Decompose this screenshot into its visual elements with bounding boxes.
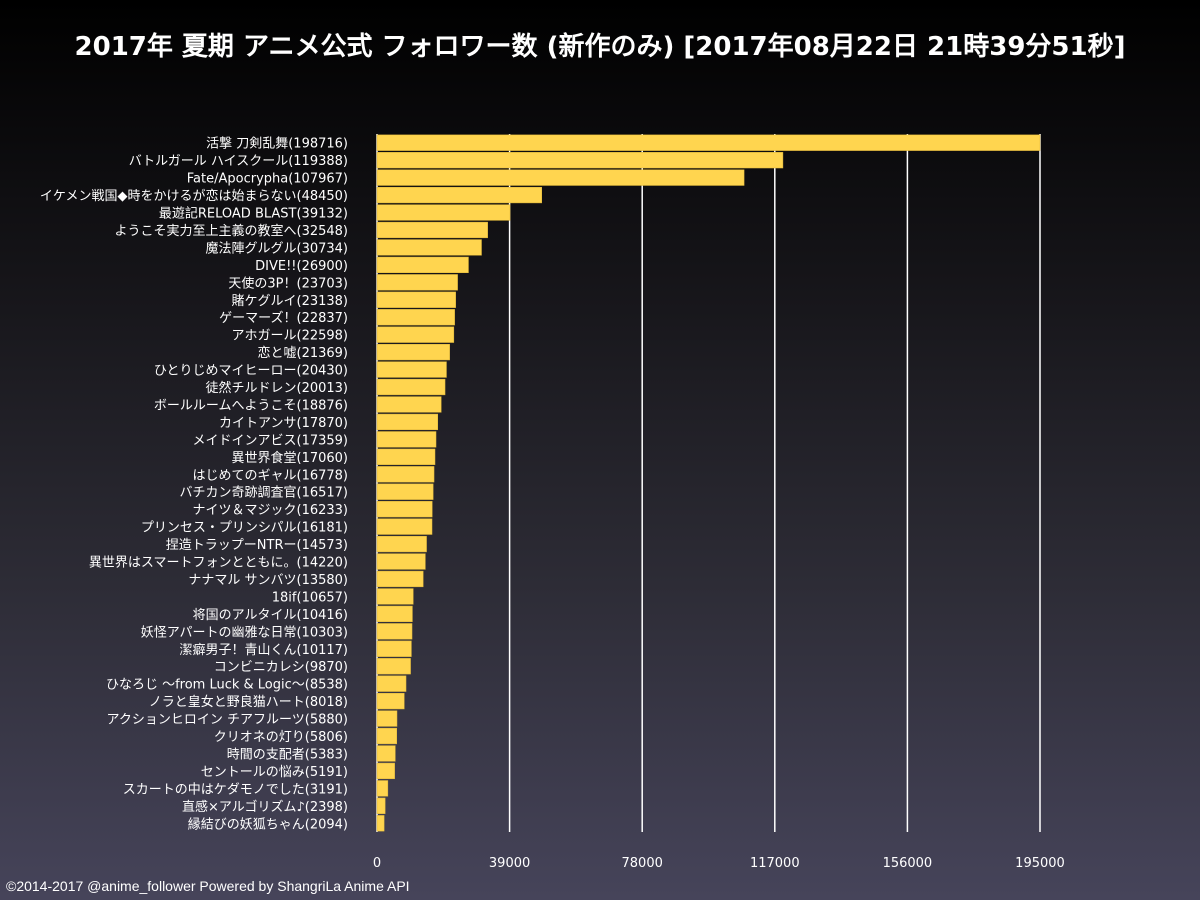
bar <box>376 815 385 832</box>
bar <box>376 727 397 745</box>
bar <box>376 152 784 169</box>
category-label: 妖怪アパートの幽雅な日常(10303) <box>141 625 348 640</box>
bar <box>376 431 437 448</box>
bar <box>376 762 395 780</box>
category-label: メイドインアビス(17359) <box>193 433 349 448</box>
chart-title: 2017年 夏期 アニメ公式 フォロワー数 (新作のみ) [2017年08月22… <box>74 32 1126 62</box>
category-label: 異世界はスマートフォンとともに。(14220) <box>89 556 348 571</box>
bar <box>376 780 389 797</box>
x-tick-label: 39000 <box>489 856 530 871</box>
bar <box>376 396 442 413</box>
bar <box>376 186 542 204</box>
category-label: カイトアンサ(17870) <box>219 416 348 431</box>
category-label: ゲーマーズ！(22837) <box>219 310 348 326</box>
category-label: 徒然チルドレン(20013) <box>206 380 349 396</box>
bar <box>376 623 413 640</box>
bar <box>376 361 447 378</box>
bar <box>376 326 455 343</box>
bar <box>376 221 488 239</box>
x-tick-label: 78000 <box>622 856 663 871</box>
category-label: ナナマル サンバツ(13580) <box>188 573 348 588</box>
category-label: 活撃 刀剣乱舞(198716) <box>206 136 348 152</box>
category-label: 将国のアルタイル(10416) <box>193 608 348 623</box>
category-label: アクションヒロイン チアフルーツ(5880) <box>107 713 348 728</box>
category-label: 恋と嘘(21369) <box>258 345 349 361</box>
category-label: クリオネの灯り(5806) <box>214 730 348 745</box>
bar <box>376 588 414 605</box>
bar <box>376 518 433 535</box>
bar <box>376 640 412 657</box>
category-label: DIVE!!(26900) <box>255 259 348 274</box>
bar <box>376 448 436 465</box>
grid-lines <box>376 134 1041 832</box>
category-label: イケメン戦国◆時をかけるが恋は始まらない(48450) <box>40 188 348 204</box>
footer-credit: ©2014-2017 @anime_follower Powered by Sh… <box>6 878 410 894</box>
bar <box>376 378 446 396</box>
bar <box>376 169 745 186</box>
category-label: 天使の3P！(23703) <box>228 275 348 291</box>
bar <box>376 535 427 553</box>
x-axis-ticks: 0 39000 78000 117000 156000 195000 <box>373 856 1065 871</box>
bars <box>376 134 1041 832</box>
category-label: プリンセス・プリンシパル(16181) <box>141 521 348 536</box>
category-label: 異世界食堂(17060) <box>232 450 349 466</box>
bar <box>376 553 426 570</box>
category-label: ひなろじ 〜from Luck & Logic〜(8538) <box>106 678 348 693</box>
x-tick-label: 0 <box>373 856 381 871</box>
bar <box>376 291 456 308</box>
bar <box>376 239 482 256</box>
bar <box>376 134 1041 151</box>
bar <box>376 675 407 692</box>
bar <box>376 344 450 361</box>
category-labels: 活撃 刀剣乱舞(198716) バトルガール ハイスクール(119388) Fate… <box>40 136 348 833</box>
bar <box>376 274 458 291</box>
x-tick-label: 156000 <box>883 856 933 871</box>
category-label: Fate/Apocrypha(107967) <box>187 172 348 187</box>
category-label: 直感×アルゴリズム♪(2398) <box>182 799 348 815</box>
category-label: ボールルームへようこそ(18876) <box>154 398 348 413</box>
bar <box>376 309 455 326</box>
category-label: ノラと皇女と野良猫ハート(8018) <box>149 694 348 710</box>
bar <box>376 483 434 500</box>
category-label: 縁結びの妖狐ちゃん(2094) <box>188 816 348 832</box>
bar <box>376 501 433 518</box>
category-label: 18if(10657) <box>272 590 348 605</box>
x-tick-label: 195000 <box>1015 856 1065 871</box>
category-label: コンビニカレシ(9870) <box>214 660 348 675</box>
category-label: 時間の支配者(5383) <box>227 747 348 762</box>
category-label: ナイツ＆マジック(16233) <box>193 503 349 518</box>
bar <box>376 204 511 221</box>
category-label: はじめてのギャル(16778) <box>193 468 349 483</box>
category-label: アホガール(22598) <box>232 329 349 344</box>
category-label: 捏造トラップーNTRー(14573) <box>166 538 348 553</box>
category-label: バトルガール ハイスクール(119388) <box>129 154 348 169</box>
category-label: ひとりじめマイヒーロー(20430) <box>154 364 348 379</box>
bar <box>376 693 405 710</box>
bar <box>376 658 411 675</box>
category-label: スカートの中はケダモノでした(3191) <box>123 782 348 797</box>
category-label: セントールの悩み(5191) <box>201 765 348 780</box>
category-label: 賭ケグルイ(23138) <box>232 294 349 309</box>
bar <box>376 570 424 588</box>
bar <box>376 605 413 622</box>
category-label: ようこそ実力至上主義の教室へ(32548) <box>115 223 349 239</box>
bar <box>376 797 386 814</box>
x-tick-label: 117000 <box>750 856 800 871</box>
bar <box>376 256 469 273</box>
category-label: バチカン奇跡調査官(16517) <box>180 485 349 501</box>
bar <box>376 466 435 483</box>
bar <box>376 745 396 762</box>
category-label: 潔癖男子！青山くん(10117) <box>180 642 349 658</box>
bar <box>376 413 439 431</box>
bar <box>376 710 398 727</box>
category-label: 魔法陣グルグル(30734) <box>206 241 349 256</box>
category-label: 最遊記RELOAD BLAST(39132) <box>159 206 348 222</box>
